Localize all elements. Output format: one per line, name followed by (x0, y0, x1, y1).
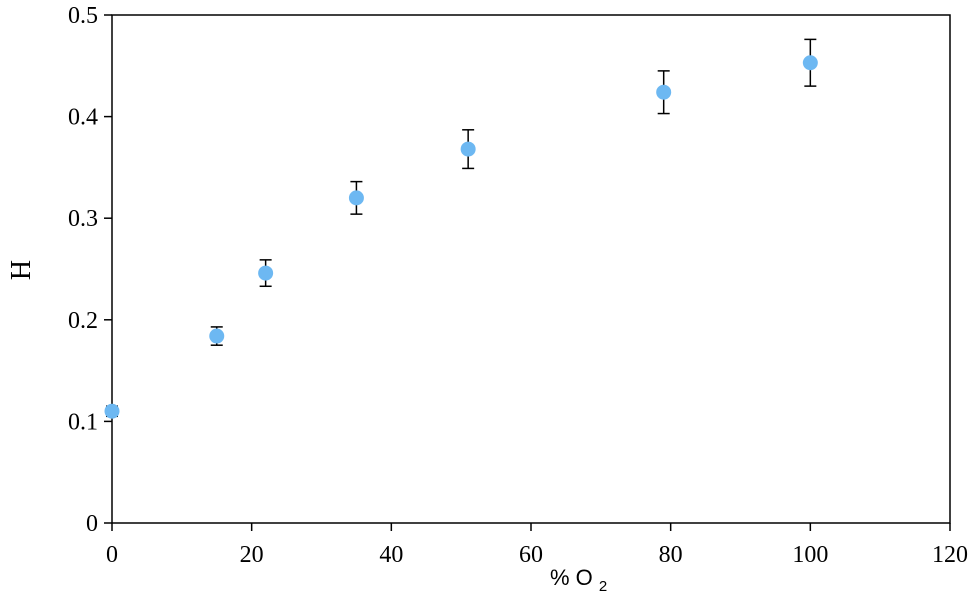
x-tick-label: 80 (659, 542, 683, 568)
data-points (104, 55, 818, 419)
x-tick-label: 100 (792, 542, 828, 568)
plot-frame (111, 14, 951, 524)
error-bars (106, 38, 817, 418)
x-tick-label: 60 (519, 542, 543, 568)
y-tick-label: 0.1 (68, 409, 98, 435)
data-point (258, 265, 274, 281)
x-axis-label-subscript: 2 (599, 578, 607, 595)
data-point (802, 55, 818, 71)
y-tick-label: 0.4 (68, 105, 98, 131)
x-tick-label: 120 (932, 542, 968, 568)
data-point (209, 328, 225, 344)
data-point (460, 141, 476, 157)
x-axis-ticks: 0 20 40 60 80 100 120 (106, 523, 968, 568)
y-tick-label: 0.5 (68, 3, 98, 29)
data-point (104, 403, 120, 419)
x-axis-label: % O 2 (550, 565, 607, 595)
x-tick-label: 20 (240, 542, 264, 568)
plot-axes (111, 14, 951, 524)
data-point (656, 84, 672, 100)
x-tick-label: 40 (379, 542, 403, 568)
y-tick-label: 0.3 (68, 206, 98, 232)
y-axis-label: H (6, 260, 37, 280)
x-tick-label: 0 (106, 542, 118, 568)
x-axis-label-main: % O (550, 565, 593, 590)
y-axis-ticks: 0 0.1 0.2 0.3 0.4 0.5 (68, 3, 112, 537)
data-point (348, 190, 364, 206)
y-tick-label: 0.2 (68, 308, 98, 334)
y-tick-label: 0 (86, 511, 98, 537)
